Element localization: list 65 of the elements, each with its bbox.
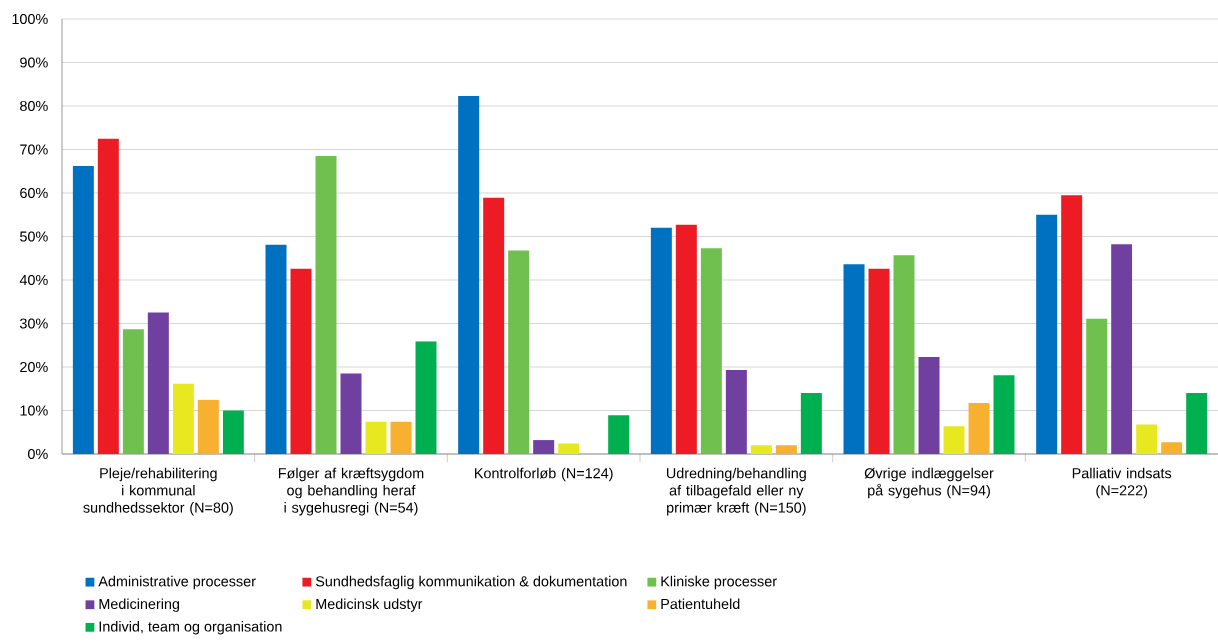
- y-tick-label: 90%: [20, 57, 48, 68]
- x-tick-label: Øvrige indlæggelser på sygehus (N=94): [864, 467, 994, 499]
- bar: [97, 138, 119, 454]
- bar: [483, 197, 505, 454]
- legend-label: Administrative processer: [98, 575, 256, 590]
- bar: [415, 341, 437, 454]
- y-tick-label: 60%: [20, 187, 48, 199]
- y-tick-label: 0%: [28, 448, 48, 460]
- bar: [893, 255, 915, 454]
- x-tick-label: Udredning/behandling af tilbagefald eller ny primær kræft (N=150): [666, 467, 806, 516]
- bar: [390, 421, 412, 454]
- x-tick-label: Palliativ indsats (N=222): [1072, 467, 1172, 499]
- bar: [558, 443, 580, 454]
- bar: [608, 415, 630, 454]
- bar: [968, 403, 990, 454]
- bar: [1161, 442, 1183, 454]
- bar: [340, 373, 362, 454]
- bar: [1036, 214, 1058, 454]
- bar: [918, 356, 940, 454]
- bar: [122, 329, 144, 454]
- legend-label: Medicinering: [99, 598, 180, 612]
- bar: [172, 383, 194, 454]
- bar: [725, 370, 747, 454]
- bar: [458, 95, 480, 454]
- legend-label: Sundhedsfaglig kommunikation & dokumentation: [315, 575, 627, 590]
- bar: [750, 445, 772, 454]
- legend-label: Individ, team og organisation: [99, 621, 282, 635]
- bar: [993, 375, 1015, 454]
- bar: [265, 244, 287, 454]
- y-tick-label: 40%: [19, 274, 48, 286]
- bar: [197, 399, 219, 454]
- x-tick-label: Følger af kræftsygdom og behandling heraf i sygehusregi (N=54): [278, 467, 424, 516]
- bar: [222, 410, 244, 454]
- bar: [365, 421, 387, 454]
- bar: [800, 393, 822, 454]
- y-tick-label: 30%: [19, 318, 48, 329]
- bar: [843, 264, 865, 454]
- y-tick-label: 10%: [20, 405, 48, 416]
- bar: [700, 248, 722, 454]
- bar: [290, 268, 312, 454]
- y-tick-label: 100%: [12, 13, 48, 25]
- x-tick-label: Kontrolforløb (N=124): [475, 467, 613, 482]
- bar: [72, 166, 94, 454]
- bar: [943, 426, 965, 454]
- legend-label: Kliniske processer: [661, 575, 777, 590]
- bar: [1086, 318, 1108, 454]
- bar: [1186, 393, 1208, 454]
- bar: [508, 250, 530, 454]
- bar: [1061, 195, 1083, 454]
- bar: [1111, 244, 1133, 454]
- bar: [533, 440, 555, 454]
- x-tick-label: Pleje/rehabilitering i kommunal sundhedssektor (N=80): [83, 467, 233, 516]
- legend-label: Medicinsk udstyr: [316, 598, 423, 612]
- y-tick-label: 50%: [20, 231, 48, 242]
- y-tick-label: 80%: [20, 100, 48, 112]
- bar: [775, 445, 797, 454]
- legend-label: Patientuheld: [661, 598, 740, 610]
- y-tick-label: 20%: [20, 361, 48, 373]
- bar: [315, 156, 337, 454]
- y-tick-label: 70%: [20, 144, 48, 155]
- bar: [1136, 424, 1158, 454]
- bar: [675, 224, 697, 454]
- bar: [650, 227, 672, 454]
- bar: [147, 312, 169, 454]
- bar: [868, 268, 890, 454]
